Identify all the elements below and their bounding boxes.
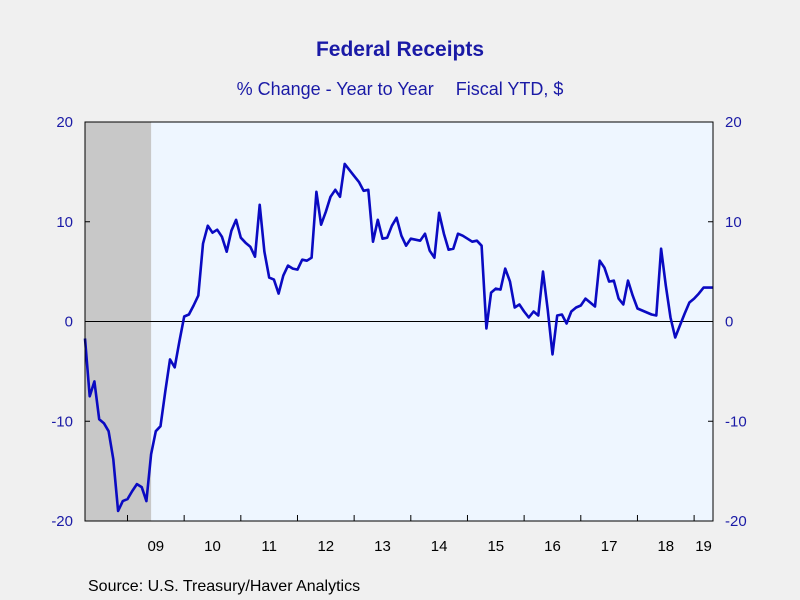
- x-tick-label: 17: [601, 538, 618, 555]
- source-note: Source: U.S. Treasury/Haver Analytics: [88, 578, 361, 595]
- y-tick-label-left: -10: [51, 413, 73, 430]
- y-tick-label-left: 0: [65, 314, 73, 331]
- subtitle-units: Fiscal YTD, $: [455, 79, 564, 99]
- y-tick-label-right: 20: [725, 114, 742, 131]
- y-tick-label-left: 20: [56, 114, 73, 131]
- y-tick-label-right: 0: [725, 314, 733, 331]
- x-tick-label: 15: [487, 538, 504, 555]
- x-tick-label: 11: [261, 538, 277, 555]
- x-tick-label: 19: [695, 538, 712, 555]
- y-tick-label-right: -10: [725, 413, 747, 430]
- y-tick-label-left: 10: [56, 214, 73, 231]
- x-tick-label: 13: [374, 538, 391, 555]
- y-tick-label-right: -20: [725, 513, 747, 530]
- x-tick-label: 14: [431, 538, 448, 555]
- series-line-0: [83, 162, 713, 513]
- y-tick-label-left: -20: [51, 513, 73, 530]
- x-tick-label: 09: [147, 538, 164, 555]
- chart-subtitle: % Change - Year to Year Fiscal YTD, $: [0, 79, 800, 100]
- chart-title: Federal Receipts: [315, 38, 485, 61]
- x-tick-label: 10: [204, 538, 221, 555]
- y-tick-label-right: 10: [725, 214, 742, 231]
- x-tick-label: 16: [544, 538, 561, 555]
- x-tick-label: 18: [657, 538, 674, 555]
- x-tick-label: 12: [317, 538, 334, 555]
- subtitle-measure: % Change - Year to Year: [236, 79, 434, 99]
